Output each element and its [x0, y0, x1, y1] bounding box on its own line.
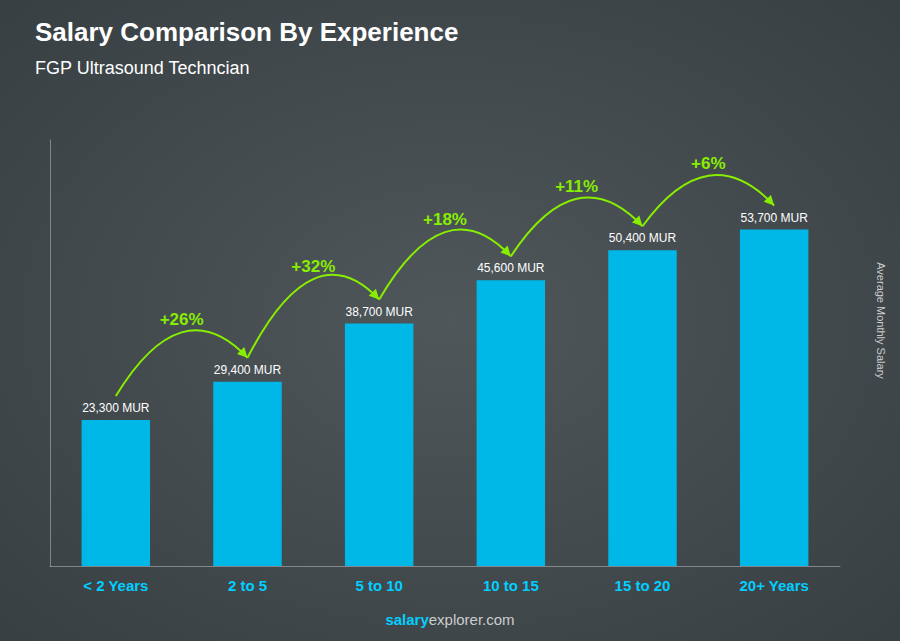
svg-text:23,300 MUR: 23,300 MUR: [82, 401, 150, 415]
svg-text:5 to 10: 5 to 10: [355, 577, 403, 594]
svg-text:38,700 MUR: 38,700 MUR: [345, 305, 413, 319]
svg-text:Salary Comparison By Experienc: Salary Comparison By Experience: [35, 17, 458, 47]
svg-text:salary: salary: [385, 611, 429, 628]
svg-text:29,400 MUR: 29,400 MUR: [214, 363, 282, 377]
svg-text:50,400 MUR: 50,400 MUR: [609, 231, 677, 245]
svg-text:+26%: +26%: [160, 310, 204, 329]
svg-text:Average Monthly Salary: Average Monthly Salary: [875, 262, 887, 379]
svg-text:10 to 15: 10 to 15: [483, 577, 539, 594]
svg-text:2 to 5: 2 to 5: [228, 577, 267, 594]
svg-text:< 2 Years: < 2 Years: [83, 577, 148, 594]
svg-text:20+ Years: 20+ Years: [739, 577, 808, 594]
svg-text:FGP Ultrasound Techncian: FGP Ultrasound Techncian: [35, 58, 249, 78]
svg-text:+11%: +11%: [555, 177, 598, 196]
svg-text:53,700 MUR: 53,700 MUR: [740, 211, 808, 225]
svg-text:+18%: +18%: [423, 210, 467, 229]
svg-text:explorer.com: explorer.com: [429, 611, 515, 628]
svg-text:+32%: +32%: [291, 257, 335, 276]
svg-text:45,600 MUR: 45,600 MUR: [477, 261, 545, 275]
svg-text:15 to 20: 15 to 20: [615, 577, 671, 594]
svg-text:+6%: +6%: [691, 154, 726, 173]
